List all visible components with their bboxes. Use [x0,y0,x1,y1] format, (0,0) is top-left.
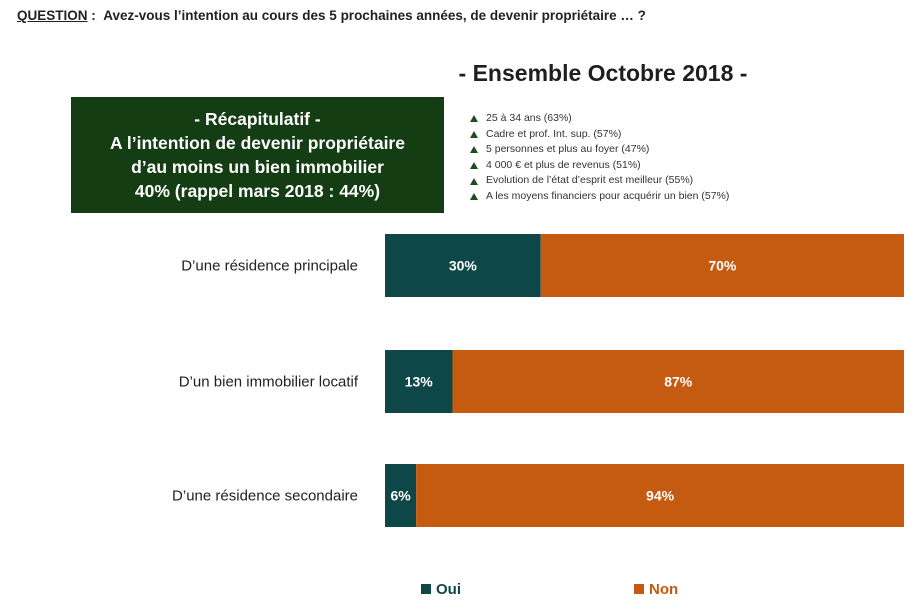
profile-item-label: 5 personnes et plus au foyer (47%) [486,143,650,156]
bar-oui [385,234,541,297]
recap-title: - Récapitulatif - [194,109,321,129]
question-label: QUESTION [17,8,88,23]
triangle-up-icon [470,193,478,201]
recap-line-intention: A l’intention de devenir propriétaire [110,133,405,153]
profile-item-label: 4 000 € et plus de revenus (51%) [486,158,641,171]
legend-label-non: Non [649,581,678,598]
legend-swatch-oui [421,584,431,594]
recap-box: - Récapitulatif - A l’intention de deven… [71,97,444,213]
bar-non [416,464,904,527]
profile-item: A les moyens financiers pour acquérir un… [470,189,729,205]
profile-item-label: A les moyens financiers pour acquérir un… [486,189,730,202]
data-label-non: 70% [708,258,737,274]
bar-oui [385,464,417,527]
ensemble-title: - Ensemble Octobre 2018 - [458,60,748,86]
legend-swatch-non [634,584,644,594]
question-separator: : [87,8,104,23]
bar-non [452,350,904,413]
triangle-up-icon [470,177,478,185]
profile-item-label: Cadre et prof. Int. sup. (57%) [486,127,622,140]
triangle-up-icon [470,130,478,138]
category-label: D’un bien immobilier locatif [179,374,359,391]
category-label: D’une résidence secondaire [172,488,358,505]
data-label-oui: 30% [449,258,478,274]
data-label-non: 87% [664,374,693,390]
data-label-non: 94% [646,488,675,504]
data-label-oui: 13% [405,374,434,390]
profile-item: 25 à 34 ans (63%) [470,111,729,127]
legend-label-oui: Oui [436,581,461,598]
bar-non [540,234,904,297]
recap-line-bien: d’au moins un bien immobilier [131,157,384,177]
profile-item: 4 000 € et plus de revenus (51%) [470,158,729,174]
profile-item-label: Evolution de l’état d’esprit est meilleu… [486,174,694,187]
category-label: D’une résidence principale [181,258,358,275]
triangle-up-icon [470,115,478,123]
profile-item: Evolution de l’état d’esprit est meilleu… [470,173,729,189]
profile-list: 25 à 34 ans (63%) Cadre et prof. Int. su… [470,111,729,205]
triangle-up-icon [470,146,478,154]
profile-item-label: 25 à 34 ans (63%) [486,112,572,124]
recap-line-percent: 40% (rappel mars 2018 : 44%) [134,181,381,201]
bar-oui [385,350,453,413]
profile-item: 5 personnes et plus au foyer (47%) [470,142,729,158]
profile-item: Cadre et prof. Int. sup. (57%) [470,127,729,143]
question-text: Avez-vous l’intention au cours des 5 pro… [103,8,646,23]
question-line: QUESTION : Avez-vous l’intention au cour… [17,8,646,23]
triangle-up-icon [470,162,478,170]
data-label-oui: 6% [390,488,411,504]
